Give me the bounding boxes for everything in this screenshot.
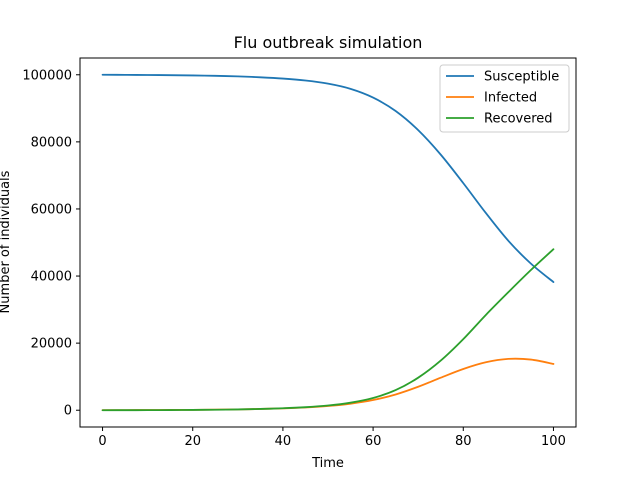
y-tick-label: 40000 (31, 270, 72, 285)
x-tick-label: 60 (365, 434, 382, 449)
x-tick-label: 100 (541, 434, 566, 449)
y-axis-label: Number of individuals (0, 170, 13, 313)
legend: Susceptible Infected Recovered (439, 64, 570, 133)
series-line-infected (101, 357, 555, 412)
series-line-recovered (101, 248, 555, 412)
y-tick-label: 60000 (31, 202, 72, 217)
x-tick-label: 0 (98, 434, 106, 449)
y-tick-label: 0 (64, 404, 72, 419)
y-tick-label: 20000 (31, 337, 72, 352)
legend-label-infected: Infected (484, 91, 537, 106)
legend-label-susceptible: Susceptible (484, 70, 559, 85)
x-tick-label: 80 (455, 434, 472, 449)
legend-label-recovered: Recovered (484, 112, 553, 127)
x-tick-label: 20 (184, 434, 201, 449)
axes-frame (79, 57, 577, 428)
legend-box (439, 64, 570, 133)
chart-title: Flu outbreak simulation (234, 33, 423, 52)
x-tick-label: 40 (275, 434, 292, 449)
x-axis: 0 20 40 60 80 100 (98, 427, 566, 449)
plot-area (101, 73, 555, 412)
y-axis: 0 20000 40000 60000 80000 100000 (22, 68, 80, 419)
y-tick-label: 100000 (22, 68, 72, 83)
y-tick-label: 80000 (31, 135, 72, 150)
series-line-susceptible (101, 73, 555, 283)
x-axis-label: Time (311, 456, 344, 471)
